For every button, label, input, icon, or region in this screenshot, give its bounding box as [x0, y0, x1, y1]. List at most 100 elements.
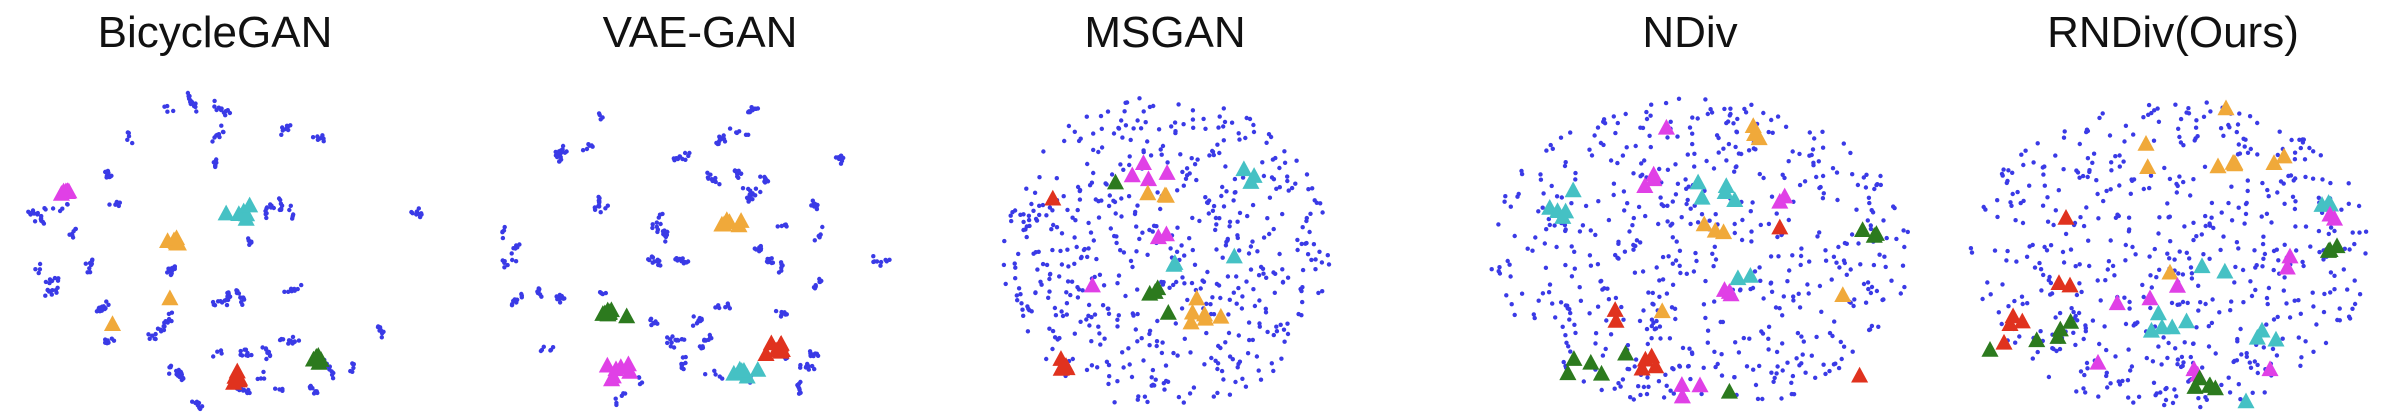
data-point	[1123, 123, 1129, 128]
data-point	[1565, 306, 1570, 311]
data-point	[1611, 192, 1616, 198]
data-point	[1660, 277, 1666, 282]
data-point	[2042, 244, 2047, 250]
data-point	[2241, 300, 2246, 305]
data-point	[1021, 212, 1026, 217]
data-point	[1999, 321, 2004, 327]
data-point	[258, 376, 264, 381]
data-point	[1817, 230, 1822, 235]
data-point	[1293, 181, 1298, 186]
data-point	[1829, 277, 1834, 282]
data-point	[1050, 247, 1055, 253]
data-point	[1271, 332, 1276, 338]
data-point	[1593, 232, 1598, 238]
data-point	[500, 229, 505, 234]
data-point	[1070, 356, 1075, 362]
data-point	[1641, 384, 1647, 390]
data-point	[1766, 324, 1772, 329]
data-point	[750, 197, 755, 202]
data-point	[2117, 164, 2122, 169]
data-point	[1809, 353, 1814, 358]
data-point	[1710, 251, 1715, 256]
data-point	[2037, 260, 2042, 266]
data-point	[1115, 379, 1120, 384]
data-point	[1558, 300, 1564, 305]
data-point	[1714, 133, 1720, 138]
magenta-triangle-marker	[1157, 225, 1175, 242]
data-point	[1656, 221, 1661, 227]
data-point	[1988, 292, 1993, 297]
data-point	[815, 353, 821, 358]
data-point	[1549, 183, 1554, 189]
data-point	[1114, 240, 1119, 246]
data-point	[1123, 293, 1128, 299]
data-point	[2352, 278, 2357, 283]
data-point	[2208, 109, 2213, 114]
data-point	[1547, 222, 1552, 228]
data-point	[1185, 297, 1190, 303]
data-point	[1130, 264, 1135, 270]
data-point	[2275, 152, 2280, 158]
data-point	[603, 290, 608, 296]
data-point	[812, 286, 818, 291]
data-point	[1632, 270, 1638, 275]
data-point	[2278, 179, 2284, 184]
data-point	[2204, 100, 2209, 105]
data-point	[817, 279, 822, 285]
data-point	[2242, 144, 2247, 149]
data-point	[241, 388, 246, 393]
green-triangle-marker	[1865, 226, 1883, 243]
data-point	[1072, 235, 1077, 240]
data-point	[1059, 309, 1064, 314]
data-point	[1573, 330, 1578, 336]
data-point	[2291, 178, 2296, 183]
data-point	[1772, 375, 1777, 381]
data-point	[1257, 298, 1262, 303]
data-point	[1208, 311, 1214, 317]
data-point	[2332, 273, 2337, 278]
data-point	[1548, 142, 1553, 148]
data-point	[1725, 119, 1731, 124]
data-point	[1665, 167, 1671, 172]
data-point	[2300, 259, 2305, 265]
data-point	[1704, 158, 1709, 164]
data-point	[1678, 270, 1683, 276]
data-point	[41, 221, 47, 226]
data-point	[2292, 157, 2298, 162]
data-point	[2006, 304, 2011, 309]
data-point	[680, 156, 685, 162]
data-point	[1861, 175, 1866, 180]
data-point	[1282, 339, 1287, 344]
data-point	[1692, 203, 1697, 208]
data-point	[1744, 364, 1750, 369]
data-point	[1182, 281, 1187, 286]
data-point	[1563, 160, 1568, 165]
data-point	[1625, 366, 1630, 372]
data-point	[2005, 178, 2010, 184]
green-triangle-marker	[618, 307, 636, 324]
data-point	[1219, 368, 1225, 374]
data-point	[746, 132, 751, 137]
data-point	[1032, 190, 1038, 195]
data-point	[672, 158, 677, 163]
data-point	[1206, 198, 1212, 203]
data-point	[1054, 225, 1060, 230]
data-point	[2232, 280, 2237, 285]
data-point	[1600, 287, 1605, 292]
data-point	[1320, 210, 1325, 215]
data-point	[1131, 313, 1136, 318]
data-point	[2150, 359, 2156, 364]
data-point	[1027, 223, 1032, 229]
data-point	[116, 203, 122, 209]
orange-triangle-marker	[2265, 154, 2283, 171]
data-point	[1289, 185, 1295, 191]
data-point	[2096, 216, 2101, 221]
data-point	[2219, 210, 2224, 215]
data-point	[1538, 172, 1543, 177]
data-point	[2180, 363, 2185, 369]
data-point	[1285, 178, 1290, 184]
data-point	[1052, 335, 1058, 340]
data-point	[2235, 122, 2241, 127]
data-point	[416, 206, 421, 211]
data-point	[2039, 288, 2044, 293]
